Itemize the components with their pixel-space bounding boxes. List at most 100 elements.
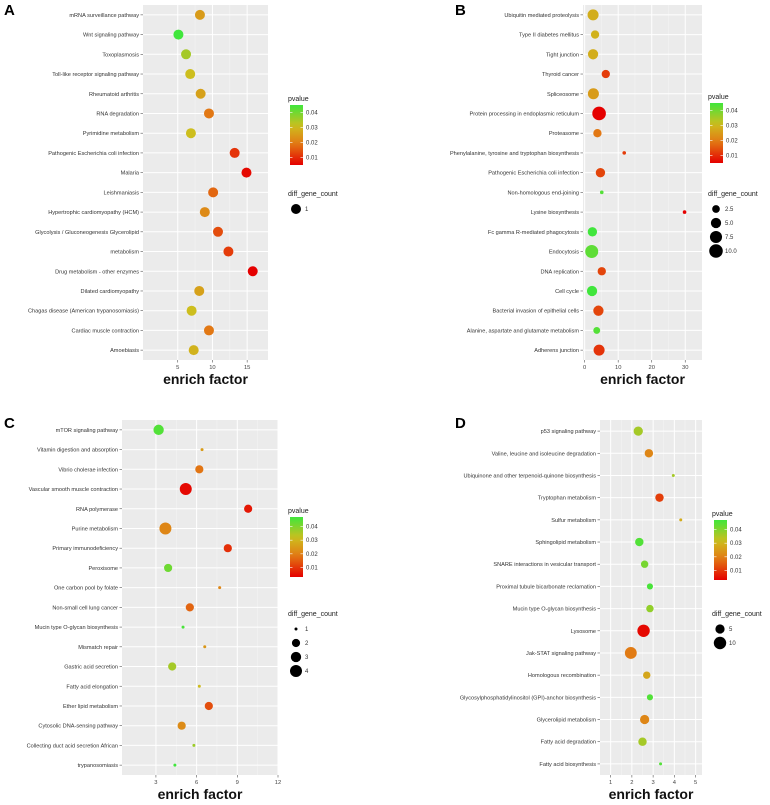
color-legend-bar <box>710 103 723 163</box>
y-tick-label: Rheumatoid arthritis <box>89 92 139 98</box>
y-tick-label: Fatty acid biosynthesis <box>539 762 596 768</box>
color-legend-label: 0.04 <box>306 525 318 531</box>
data-point <box>153 424 164 436</box>
y-tick-label: Primary immunodeficiency <box>52 546 118 552</box>
y-tick-label: DNA replication <box>540 269 579 275</box>
data-point <box>646 583 654 590</box>
x-tick-label: 5 <box>176 365 179 371</box>
color-legend-bar <box>290 105 303 165</box>
x-tick-label: 15 <box>244 365 250 371</box>
size-legend-label: 5.0 <box>725 221 734 227</box>
y-tick-label: Lysine biosynthesis <box>531 210 580 216</box>
x-tick-label: 12 <box>275 780 281 786</box>
data-point <box>637 624 650 637</box>
y-tick-label: Non-homologous end-joining <box>507 190 579 196</box>
y-tick-label: Collecting duct acid secretion African <box>27 743 118 749</box>
data-point <box>194 9 205 20</box>
color-legend-label: 0.02 <box>306 552 318 558</box>
y-tick-label: Toxoplasmosis <box>102 52 139 58</box>
y-tick-label: Proteasome <box>549 131 579 137</box>
plot-background <box>143 5 268 360</box>
data-point <box>185 603 194 612</box>
data-point <box>597 267 606 276</box>
size-legend-title: diff_gene_count <box>708 191 758 198</box>
data-point <box>586 285 598 297</box>
y-tick-label: RNA degradation <box>96 111 139 117</box>
y-tick-label: Endocytosis <box>549 250 579 256</box>
size-legend-symbol <box>710 217 722 229</box>
size-legend-label: 10 <box>729 641 736 647</box>
size-legend-label: 4 <box>305 669 309 675</box>
y-tick-label: RNA polymerase <box>76 507 118 513</box>
data-point <box>587 88 599 100</box>
y-tick-label: Glycosylphosphatidylinositol (GPI)-ancho… <box>460 695 596 701</box>
x-tick-label: 4 <box>673 780 677 786</box>
color-legend-bar <box>290 517 303 577</box>
data-point <box>585 245 599 259</box>
size-legend-symbol <box>290 665 302 677</box>
color-legend-label: 0.01 <box>306 156 318 162</box>
y-tick-label: Valine, leucine and isoleucine degradati… <box>492 451 596 457</box>
x-tick-label: 10 <box>209 365 215 371</box>
data-point <box>159 522 172 535</box>
size-legend-title: diff_gene_count <box>288 611 338 618</box>
color-legend-title: pvalue <box>288 96 309 103</box>
panel-d: D 1 2 3 4 5 p53 signaling pathway Valine, leuci… <box>455 415 762 802</box>
x-tick-label: 6 <box>195 780 198 786</box>
data-point <box>587 9 599 21</box>
panel-a: A 5 10 15 mRNA surveillance pathway Wnt signa… <box>4 2 338 387</box>
x-tick-label: 3 <box>154 780 157 786</box>
plot-background <box>583 5 702 360</box>
y-tick-label: Peroxisome <box>88 566 118 572</box>
color-legend-label: 0.04 <box>306 111 318 117</box>
data-point <box>635 537 644 547</box>
data-point <box>682 210 687 214</box>
color-legend-label: 0.03 <box>306 126 318 132</box>
x-tick-label: 2 <box>630 780 633 786</box>
y-tick-label: Pathogenic Escherichia coli infection <box>48 151 139 157</box>
y-tick-label: Alanine, aspartate and glutamate metabol… <box>467 328 580 334</box>
data-point <box>655 493 664 502</box>
y-tick-label: Mucin type O-glycan biosynthesis <box>35 625 119 631</box>
data-point <box>203 645 207 649</box>
data-point <box>633 426 643 436</box>
color-legend-bar <box>714 520 727 580</box>
data-point <box>199 207 210 218</box>
panel-label: B <box>455 2 466 19</box>
size-legend-symbol <box>715 624 725 634</box>
x-axis-label: enrich factor <box>609 786 694 802</box>
x-tick-label: 30 <box>682 365 688 371</box>
data-point <box>200 448 204 452</box>
data-point <box>223 544 232 553</box>
data-point <box>185 128 196 139</box>
x-tick-label: 5 <box>694 780 697 786</box>
y-tick-label: Proximal tubule bicarbonate reclamation <box>496 584 596 590</box>
color-legend-label: 0.03 <box>730 541 742 547</box>
color-legend-label: 0.02 <box>306 141 318 147</box>
size-legend-label: 10.0 <box>725 249 737 255</box>
panel-label: C <box>4 415 15 432</box>
color-legend-label: 0.04 <box>726 109 738 115</box>
y-tick-label: Jak-STAT signaling pathway <box>526 651 596 657</box>
y-tick-label: Malaria <box>121 171 140 177</box>
data-point <box>624 647 637 659</box>
size-legend-symbol <box>709 244 723 258</box>
x-axis-label: enrich factor <box>600 371 685 387</box>
y-tick-label: Adherens junction <box>534 348 579 354</box>
data-point <box>593 305 604 316</box>
data-point <box>188 345 199 356</box>
y-tick-label: Vibrio cholerae infection <box>58 467 118 473</box>
y-tick-label: Dilated cardiomyopathy <box>81 289 140 295</box>
x-tick-label: 10 <box>615 365 621 371</box>
y-tick-label: Ubiquinone and other terpenoid-quinone b… <box>464 473 597 479</box>
y-tick-label: Amoebiasis <box>110 348 139 354</box>
data-point <box>593 326 601 334</box>
y-tick-label: Gastric acid secretion <box>64 665 118 671</box>
data-point <box>213 226 223 237</box>
y-tick-label: mTOR signaling pathway <box>56 428 119 434</box>
y-tick-label: Type II diabetes mellitus <box>519 33 579 39</box>
y-tick-label: Vitamin digestion and absorption <box>37 448 118 454</box>
size-legend-label: 2.5 <box>725 207 734 213</box>
data-point <box>179 483 192 496</box>
